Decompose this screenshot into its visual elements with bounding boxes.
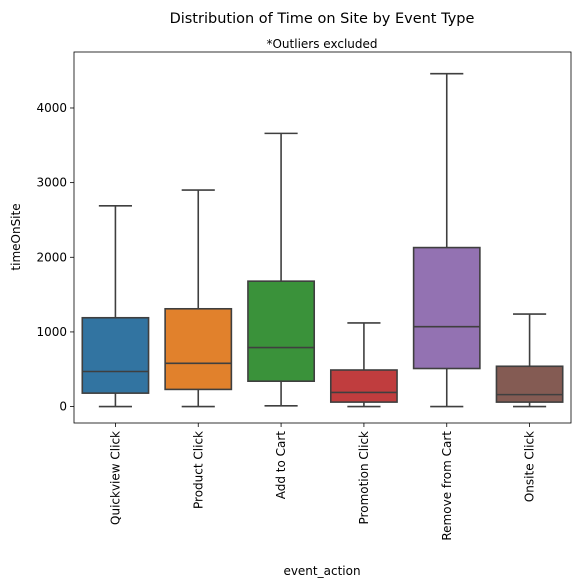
y-tick-label: 4000	[36, 101, 67, 115]
box-iqr	[247, 280, 316, 382]
y-tick-label: 2000	[36, 250, 67, 264]
box-iqr	[164, 307, 233, 391]
box-group	[81, 204, 150, 408]
x-tick-label: Add to Cart	[274, 431, 288, 500]
plot-frame	[73, 51, 572, 424]
box-group	[247, 132, 316, 407]
chart-title: Distribution of Time on Site by Event Ty…	[170, 11, 475, 27]
box-iqr	[81, 316, 150, 394]
y-tick-label: 0	[59, 400, 67, 414]
x-tick-label: Quickview Click	[108, 431, 122, 525]
plot-area	[81, 72, 564, 408]
box-iqr	[495, 365, 564, 403]
y-tick-label: 1000	[36, 325, 67, 339]
box-iqr	[329, 369, 398, 403]
box-group	[495, 313, 564, 408]
chart-subtitle: *Outliers excluded	[266, 37, 377, 51]
x-tick-label: Product Click	[191, 431, 205, 509]
x-tick-label: Promotion Click	[357, 431, 371, 525]
x-tick-label: Onsite Click	[523, 431, 537, 502]
box-group	[164, 189, 233, 408]
box-iqr	[412, 246, 481, 370]
box-group	[329, 322, 398, 408]
box-group	[412, 72, 481, 408]
x-axis: Quickview Click Product Click Add to Cart P…	[108, 423, 537, 541]
y-axis: 0 1000 2000 3000 4000	[36, 101, 74, 414]
y-tick-label: 3000	[36, 176, 67, 190]
x-axis-label: event_action	[283, 564, 360, 578]
y-axis-label: timeOnSite	[9, 203, 23, 270]
x-tick-label: Remove from Cart	[440, 431, 454, 541]
